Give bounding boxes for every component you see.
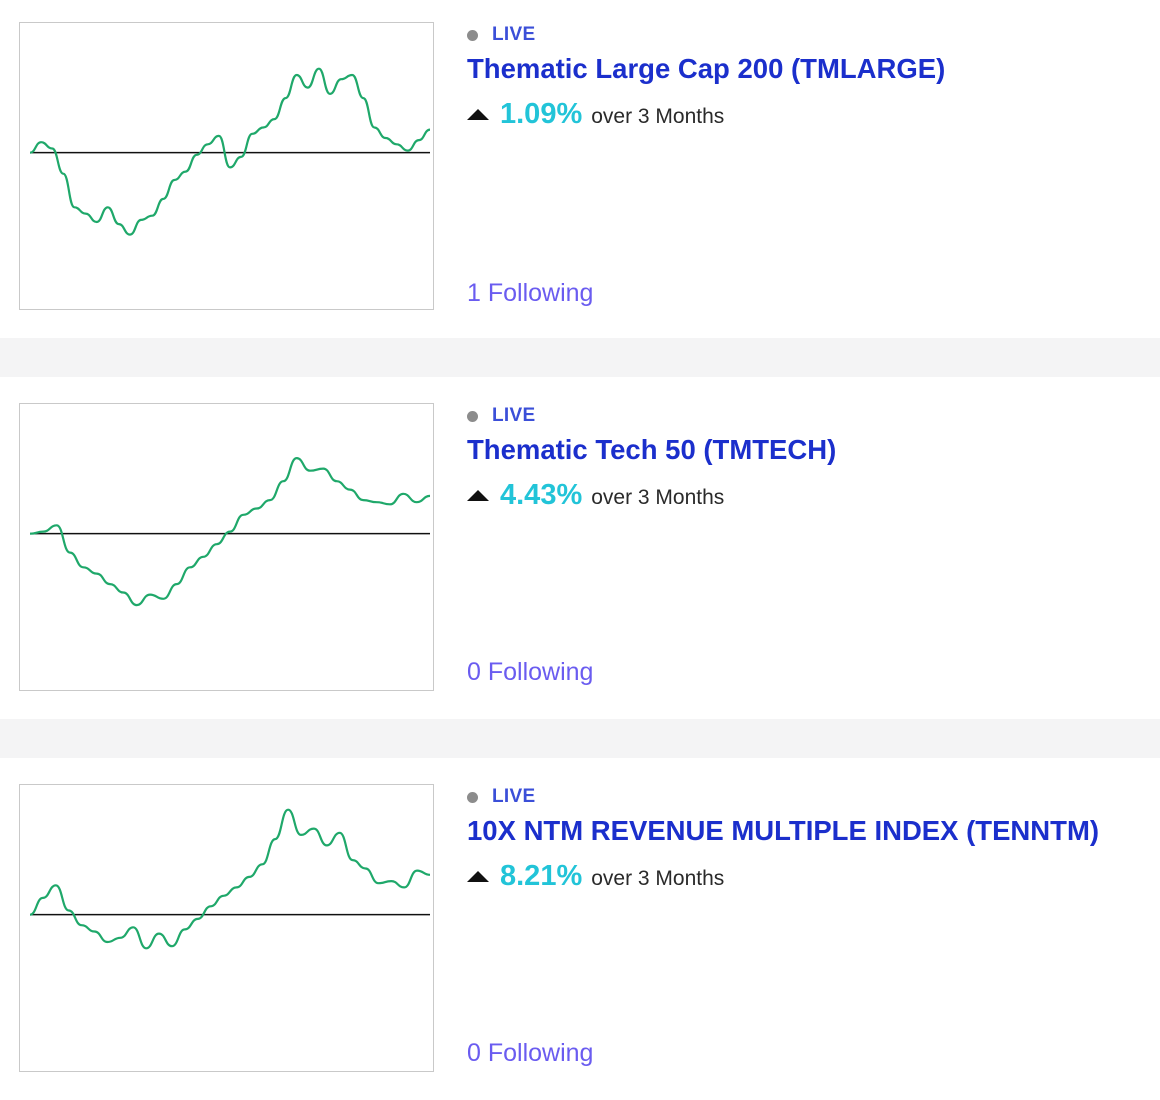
following-count[interactable]: 1 Following xyxy=(467,279,594,307)
status-label: LIVE xyxy=(492,24,536,45)
performance-period: over 3 Months xyxy=(591,486,725,509)
index-card[interactable]: LIVE Thematic Large Cap 200 (TMLARGE) 1.… xyxy=(0,0,1160,338)
performance-value: 4.43% xyxy=(500,479,583,511)
performance-chart[interactable] xyxy=(19,784,434,1072)
status-dot-icon xyxy=(467,29,478,41)
status-row: LIVE xyxy=(467,24,535,46)
performance-row: 1.09% over 3 Months xyxy=(467,98,724,131)
series-line xyxy=(29,457,431,607)
sparkline-svg xyxy=(29,808,431,950)
up-triangle-icon xyxy=(467,109,489,120)
status-row: LIVE xyxy=(467,786,535,808)
performance-row: 8.21% over 3 Months xyxy=(467,860,724,893)
index-title-link[interactable]: Thematic Large Cap 200 (TMLARGE) xyxy=(467,53,946,84)
performance-chart[interactable] xyxy=(19,403,434,691)
performance-row: 4.43% over 3 Months xyxy=(467,479,724,512)
performance-value: 1.09% xyxy=(500,98,583,130)
performance-period: over 3 Months xyxy=(591,105,725,128)
up-triangle-icon xyxy=(467,490,489,501)
index-info: LIVE Thematic Large Cap 200 (TMLARGE) 1.… xyxy=(467,0,1140,338)
series-line xyxy=(29,67,431,236)
index-info: LIVE 10X NTM REVENUE MULTIPLE INDEX (TEN… xyxy=(467,758,1140,1100)
status-row: LIVE xyxy=(467,405,535,427)
up-triangle-icon xyxy=(467,871,489,882)
index-card[interactable]: LIVE 10X NTM REVENUE MULTIPLE INDEX (TEN… xyxy=(0,758,1160,1100)
sparkline-svg xyxy=(29,457,431,607)
index-title-link[interactable]: 10X NTM REVENUE MULTIPLE INDEX (TENNTM) xyxy=(467,815,1100,846)
index-info: LIVE Thematic Tech 50 (TMTECH) 4.43% ove… xyxy=(467,377,1140,719)
index-title-link[interactable]: Thematic Tech 50 (TMTECH) xyxy=(467,434,837,465)
performance-value: 8.21% xyxy=(500,860,583,892)
sparkline-svg xyxy=(29,67,431,236)
performance-period: over 3 Months xyxy=(591,867,725,890)
status-dot-icon xyxy=(467,410,478,422)
index-card[interactable]: LIVE Thematic Tech 50 (TMTECH) 4.43% ove… xyxy=(0,377,1160,719)
series-line xyxy=(29,808,431,950)
status-label: LIVE xyxy=(492,786,536,807)
status-label: LIVE xyxy=(492,405,536,426)
performance-chart[interactable] xyxy=(19,22,434,310)
following-count[interactable]: 0 Following xyxy=(467,658,594,686)
status-dot-icon xyxy=(467,791,478,803)
following-count[interactable]: 0 Following xyxy=(467,1039,594,1067)
